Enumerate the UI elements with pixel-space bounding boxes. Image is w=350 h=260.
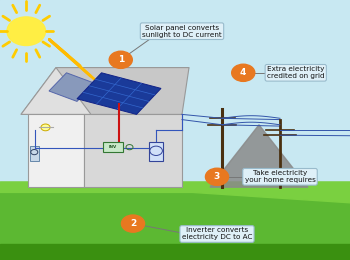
Circle shape [205, 168, 229, 185]
Text: Take electricity
your home requires: Take electricity your home requires [245, 170, 315, 183]
Text: Inverter converts
electricity DC to AC: Inverter converts electricity DC to AC [182, 228, 252, 240]
Polygon shape [77, 73, 161, 114]
Bar [0, 0, 350, 187]
Polygon shape [56, 68, 189, 114]
Text: 1: 1 [118, 55, 124, 64]
Text: Solar panel converts
sunlight to DC current: Solar panel converts sunlight to DC curr… [142, 25, 222, 38]
Bar [149, 142, 163, 161]
Circle shape [121, 215, 145, 232]
Bar [0, 244, 350, 260]
Text: 4: 4 [240, 68, 246, 77]
Circle shape [7, 17, 46, 46]
Polygon shape [28, 114, 84, 187]
Polygon shape [0, 182, 350, 203]
Text: Extra electricity
credited on grid: Extra electricity credited on grid [267, 66, 324, 79]
Polygon shape [49, 73, 94, 101]
Polygon shape [84, 114, 182, 187]
Text: 2: 2 [130, 219, 136, 228]
Polygon shape [21, 68, 91, 114]
Bar [0, 182, 350, 260]
Polygon shape [21, 68, 189, 114]
Circle shape [41, 124, 50, 131]
Polygon shape [210, 125, 308, 187]
Circle shape [232, 64, 255, 81]
Text: INV: INV [108, 145, 117, 149]
Circle shape [109, 51, 132, 68]
Bar [103, 142, 122, 152]
Bar [30, 146, 38, 161]
Text: 3: 3 [214, 172, 220, 181]
